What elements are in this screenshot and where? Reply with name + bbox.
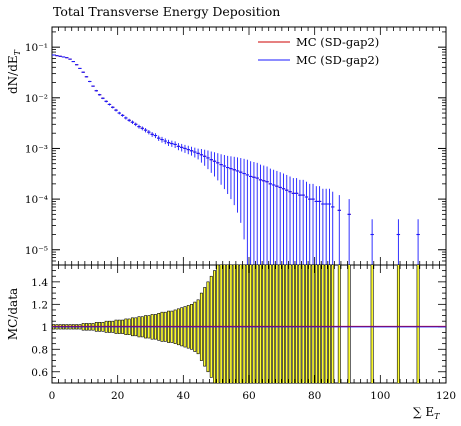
- legend-entry-1: MC (SD-gap2): [296, 35, 379, 49]
- x-tick-label: 80: [308, 390, 321, 402]
- x-tick-label: 0: [49, 390, 56, 402]
- main-y-axis-label-text: dN/dE: [6, 55, 20, 94]
- legend-entry-2: MC (SD-gap2): [296, 53, 379, 67]
- main-y-tick-label: 10⁻¹: [25, 42, 48, 54]
- main-data: [52, 54, 420, 265]
- x-tick-label: 60: [242, 390, 255, 402]
- main-y-tick-label: 10⁻⁴: [25, 194, 48, 206]
- main-y-tick-label: 10⁻⁵: [25, 245, 48, 257]
- main-y-tick-label: 10⁻³: [25, 143, 48, 155]
- x-axis-label-sub: T: [434, 412, 440, 421]
- ratio-y-tick-label: 1.2: [31, 299, 48, 311]
- chart-title: Total Transverse Energy Deposition: [53, 4, 280, 19]
- ratio-y-axis-label: MC/data: [6, 288, 20, 340]
- ratio-bands: [52, 265, 420, 383]
- main-y-axis-label-sub: T: [13, 49, 22, 55]
- ratio-y-tick-label: 0.8: [31, 344, 48, 356]
- ratio-plot: 0 20 40 60 80 100 120 0.6 0.8 1 1.2 1.4: [31, 264, 456, 402]
- ratio-frame: [51, 264, 447, 384]
- main-frame: [51, 26, 447, 266]
- main-y-axis-label: dN/dET: [6, 49, 22, 94]
- main-plot: 10⁻⁵ 10⁻⁴ 10⁻³ 10⁻² 10⁻¹: [25, 26, 447, 266]
- x-tick-label: 20: [111, 390, 124, 402]
- ratio-y-tick-label: 1: [41, 322, 48, 334]
- x-tick-label: 120: [436, 390, 456, 402]
- ratio-y-tick-label: 0.6: [31, 367, 48, 379]
- x-tick-label: 100: [370, 390, 390, 402]
- legend: MC (SD-gap2) MC (SD-gap2): [258, 35, 379, 67]
- main-y-tick-label: 10⁻²: [25, 93, 48, 105]
- x-axis-label: ∑ ET: [413, 405, 440, 421]
- ratio-y-tick-label: 1.4: [31, 277, 48, 289]
- x-axis-label-sum: ∑ E: [413, 405, 434, 419]
- x-tick-label: 40: [177, 390, 190, 402]
